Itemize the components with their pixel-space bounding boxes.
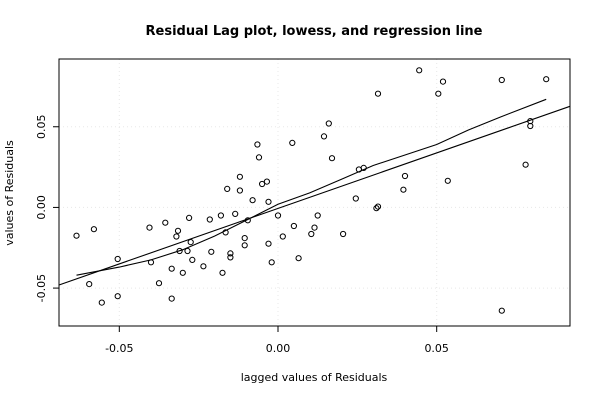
data-point xyxy=(255,154,263,161)
data-point xyxy=(222,229,229,236)
data-point xyxy=(244,217,251,224)
data-point xyxy=(236,187,243,194)
data-point xyxy=(328,155,336,162)
data-point xyxy=(155,280,163,287)
data-point xyxy=(217,212,224,219)
regression-line xyxy=(58,105,571,286)
data-point xyxy=(325,120,332,127)
data-point xyxy=(340,230,347,238)
data-point xyxy=(168,295,175,302)
data-point xyxy=(295,255,302,262)
data-point xyxy=(374,90,382,97)
data-point xyxy=(147,259,155,266)
data-point xyxy=(219,269,226,276)
data-point xyxy=(268,259,275,266)
data-point xyxy=(308,230,315,238)
data-point xyxy=(146,224,153,231)
plot-frame xyxy=(58,58,571,327)
data-point xyxy=(227,250,234,257)
data-point xyxy=(435,90,442,97)
data-point xyxy=(498,76,505,84)
data-points xyxy=(73,67,550,314)
data-point xyxy=(114,293,121,300)
data-point xyxy=(162,219,169,226)
y-tick-label: -0.05 xyxy=(35,274,48,302)
data-point xyxy=(236,173,243,180)
lowess-line xyxy=(76,98,547,276)
data-point xyxy=(290,222,297,230)
data-point xyxy=(249,197,256,204)
data-point xyxy=(352,195,359,202)
y-axis-label: values of Residuals xyxy=(3,140,16,246)
data-point xyxy=(373,205,380,212)
data-point xyxy=(265,240,272,247)
data-point xyxy=(168,265,175,272)
data-point xyxy=(224,185,231,192)
data-point xyxy=(263,178,270,185)
grid-lines xyxy=(59,59,570,326)
data-point xyxy=(200,263,207,270)
data-point xyxy=(86,281,93,288)
data-point xyxy=(259,180,266,188)
data-point xyxy=(439,78,447,85)
data-point xyxy=(189,256,196,263)
fit-lines xyxy=(58,98,571,286)
data-point xyxy=(274,212,282,219)
data-point xyxy=(241,242,248,249)
data-point xyxy=(241,235,248,242)
x-axis-label: lagged values of Residuals xyxy=(241,371,388,384)
data-point xyxy=(498,307,505,314)
data-point xyxy=(320,133,328,140)
data-point xyxy=(400,186,407,193)
data-point xyxy=(254,141,261,148)
x-tick-label: 0.00 xyxy=(266,342,291,355)
y-tick-label: 0.05 xyxy=(35,115,48,139)
data-point xyxy=(522,161,529,168)
data-point xyxy=(73,232,80,239)
data-point xyxy=(444,177,451,184)
data-point xyxy=(176,247,183,255)
data-point xyxy=(206,216,213,223)
data-point xyxy=(187,239,194,246)
data-point xyxy=(208,248,215,255)
data-point xyxy=(374,203,382,210)
data-point xyxy=(90,226,98,233)
data-point xyxy=(289,139,296,146)
data-point xyxy=(174,227,182,234)
data-point xyxy=(227,254,234,261)
x-tick-label: -0.05 xyxy=(105,342,133,355)
data-point xyxy=(314,212,321,219)
data-point xyxy=(279,233,286,240)
data-point xyxy=(543,76,550,83)
data-point xyxy=(179,269,186,276)
data-point xyxy=(527,118,534,125)
x-tick-label: 0.05 xyxy=(424,342,449,355)
data-point xyxy=(360,164,367,171)
y-tick-label: 0.00 xyxy=(35,195,48,220)
chart-title: Residual Lag plot, lowess, and regressio… xyxy=(146,24,483,39)
data-point xyxy=(98,299,105,306)
data-point xyxy=(401,172,409,180)
data-point xyxy=(265,198,272,205)
data-point xyxy=(311,224,318,231)
axis-ticks: -0.05 0.00 0.05 -0.05 0.00 0.05 xyxy=(35,115,449,355)
data-point xyxy=(232,210,239,217)
data-point xyxy=(186,214,193,221)
data-point xyxy=(184,247,191,255)
data-point xyxy=(173,233,180,240)
data-point xyxy=(114,255,121,263)
data-point xyxy=(416,67,423,74)
